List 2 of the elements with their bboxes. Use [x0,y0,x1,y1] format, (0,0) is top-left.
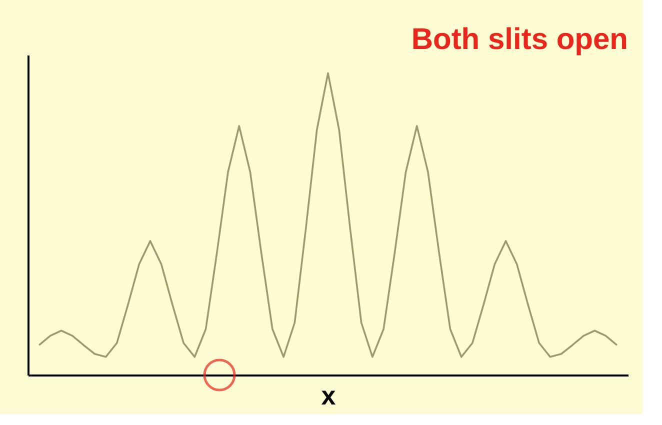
chart-title: Both slits open [411,23,628,56]
x-axis-title: x [321,380,336,410]
